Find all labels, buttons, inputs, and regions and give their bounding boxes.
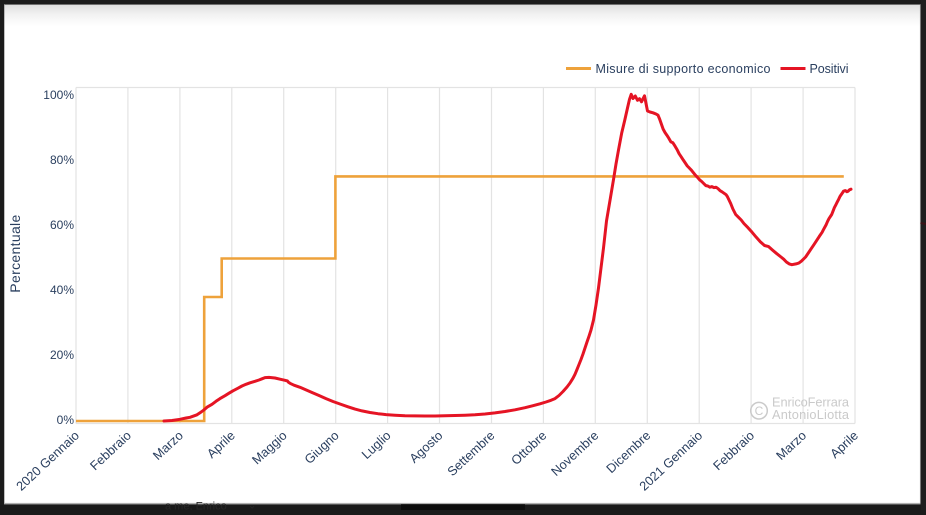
svg-text:Positivi: Positivi [810, 62, 849, 76]
svg-text:C: C [755, 404, 764, 418]
svg-text:Misure di supporto economico: Misure di supporto economico [596, 62, 771, 76]
svg-text:100%: 100% [43, 88, 74, 102]
svg-text:40%: 40% [50, 283, 74, 297]
svg-text:a me, Enrico: a me, Enrico [165, 501, 227, 511]
svg-text:80%: 80% [50, 153, 74, 167]
svg-text:60%: 60% [50, 218, 74, 232]
svg-text:0%: 0% [57, 413, 75, 427]
svg-text:Percentuale: Percentuale [7, 214, 23, 292]
svg-text:AntonioLiotta: AntonioLiotta [772, 407, 850, 422]
svg-text:⌄: ⌄ [248, 501, 256, 511]
svg-text:20%: 20% [50, 348, 74, 362]
